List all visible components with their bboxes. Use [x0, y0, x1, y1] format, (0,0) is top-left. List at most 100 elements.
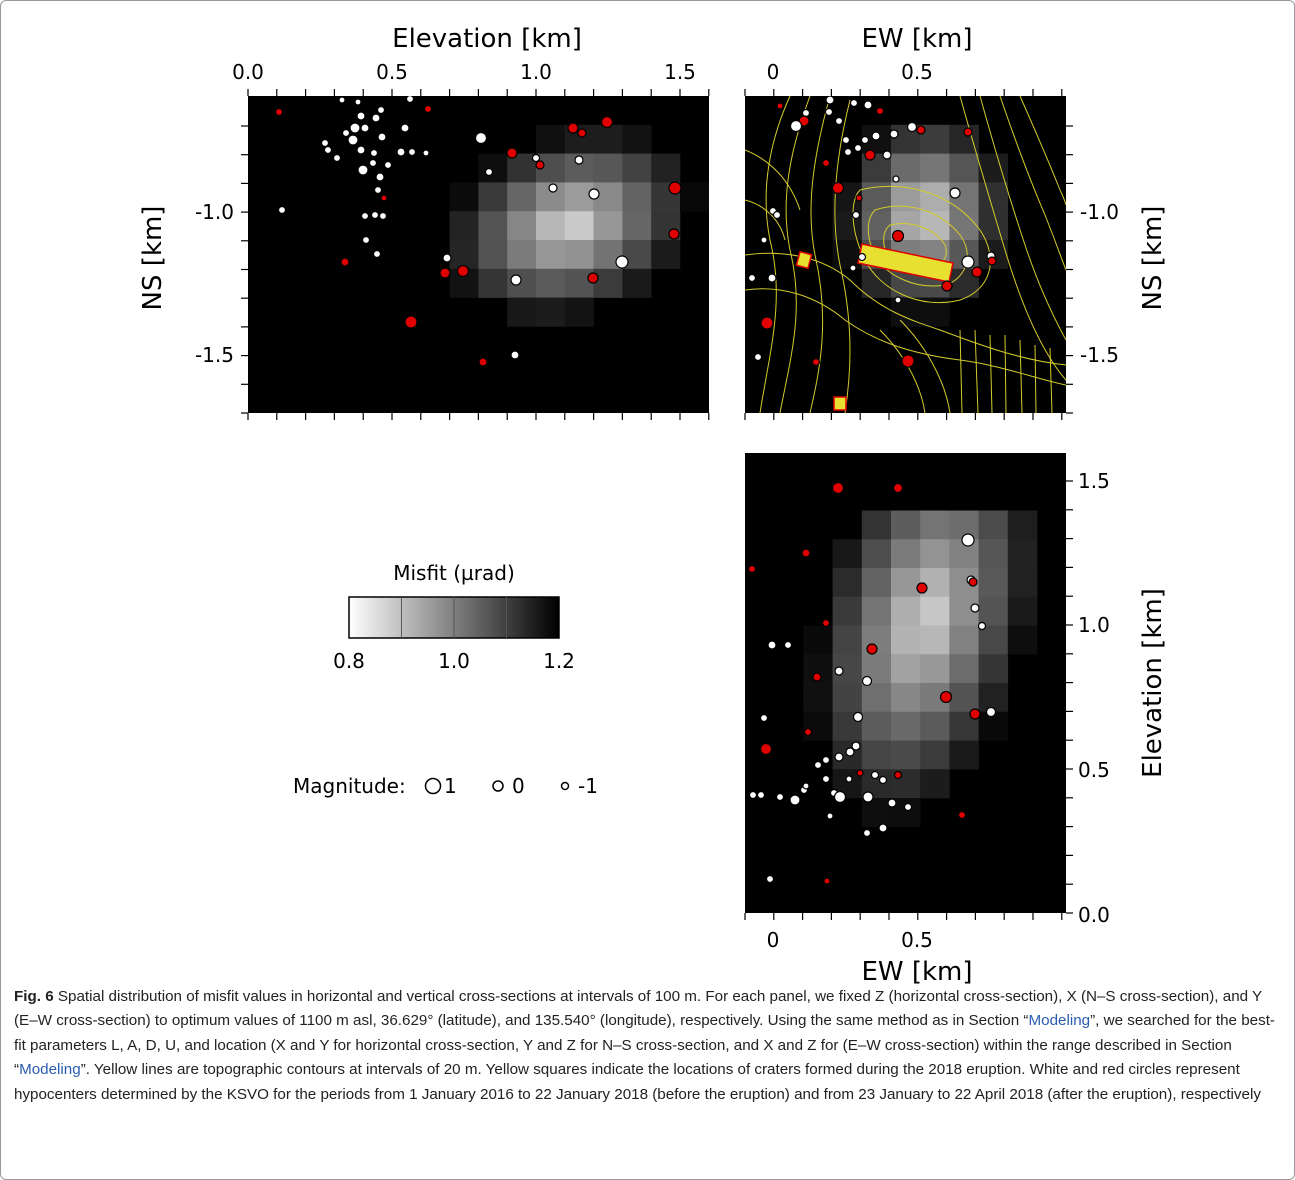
- misfit-cell: [449, 182, 479, 212]
- hypocenter-after: [893, 770, 903, 780]
- colorbar-tick-label: 0.8: [333, 649, 365, 673]
- hypocenter-before: [892, 175, 900, 183]
- misfit-cell: [1007, 625, 1038, 655]
- hypocenter-before: [357, 164, 369, 176]
- hypocenter-before: [442, 253, 452, 263]
- hypocenter-before: [894, 296, 902, 304]
- right-axis-label: Elevation [km]: [1138, 588, 1168, 778]
- misfit-cell: [507, 182, 537, 212]
- hypocenter-before: [369, 148, 379, 158]
- misfit-cell: [622, 211, 652, 241]
- hypocenter-before: [422, 149, 430, 157]
- legend-entry: -1: [578, 774, 598, 798]
- misfit-cell: [536, 240, 566, 270]
- hypocenter-after: [987, 256, 997, 266]
- bottom-tick-label: 0: [767, 928, 780, 952]
- misfit-cell: [949, 153, 979, 183]
- hypocenter-before: [903, 802, 913, 812]
- hypocenter-after: [776, 102, 784, 110]
- hypocenter-after: [823, 877, 831, 885]
- right-axis-label: NS [km]: [1138, 206, 1168, 311]
- hypocenter-before: [851, 210, 861, 220]
- misfit-cell: [478, 240, 508, 270]
- misfit-cell: [832, 568, 863, 598]
- top-axis-label: Elevation [km]: [392, 24, 582, 54]
- misfit-cell: [861, 596, 892, 626]
- hypocenter-markers: [747, 481, 997, 885]
- caption-text: ”. Yellow lines are topographic contours…: [14, 1061, 1261, 1103]
- misfit-cell: [861, 683, 892, 713]
- caption-text: ”, we searched for the best-fit paramete…: [14, 1012, 1275, 1079]
- misfit-cell: [449, 240, 479, 270]
- hypocenter-after: [600, 115, 614, 129]
- misfit-cell: [978, 625, 1009, 655]
- top-tick-label: 0.5: [901, 60, 933, 84]
- misfit-cell: [920, 211, 950, 241]
- hypocenter-before: [878, 775, 888, 785]
- hypocenter-before: [349, 122, 361, 134]
- hypocenter-after: [941, 280, 953, 292]
- hypocenter-before: [970, 603, 980, 613]
- hypocenter-after: [916, 125, 926, 135]
- misfit-cell: [978, 596, 1009, 626]
- hypocenter-before: [747, 273, 757, 283]
- hypocenter-before: [765, 874, 775, 884]
- hypocenter-before: [862, 791, 874, 803]
- hypocenter-before: [356, 145, 366, 155]
- hypocenter-before: [484, 167, 494, 177]
- misfit-cell: [891, 711, 921, 741]
- misfit-cell: [803, 625, 833, 655]
- hypocenter-before: [332, 153, 342, 163]
- top-tick-label: 1.0: [520, 60, 552, 84]
- hypocenter-after: [821, 618, 831, 628]
- hypocenter-markers: [274, 96, 682, 367]
- misfit-cell: [478, 268, 508, 298]
- hypocenter-before: [531, 153, 541, 163]
- misfit-cell: [564, 240, 594, 270]
- hypocenter-before: [843, 147, 853, 157]
- hypocenter-before: [767, 640, 777, 650]
- hypocenter-before: [889, 129, 899, 139]
- hypocenter-markers: [747, 96, 997, 368]
- hypocenter-after: [821, 158, 831, 168]
- hypocenter-after: [963, 127, 973, 137]
- hypocenter-after: [423, 104, 433, 114]
- panel-top-right: EW [km] 0 0.5 -1.0 -1.5 NS [km]: [744, 24, 1168, 420]
- hypocenter-before: [845, 747, 855, 757]
- hypocenter-before: [775, 792, 785, 802]
- tick-marks: [744, 89, 1073, 420]
- hypocenter-before: [378, 211, 388, 221]
- misfit-cell: [920, 654, 950, 684]
- right-tick-label: 0.5: [1078, 758, 1110, 782]
- misfit-cell: [1007, 596, 1038, 626]
- magnitude-legend: Magnitude: 1 0 -1: [293, 774, 598, 798]
- misfit-cell: [891, 568, 921, 598]
- hypocenter-before: [813, 760, 823, 770]
- misfit-cell: [564, 297, 594, 327]
- misfit-cell: [832, 539, 863, 569]
- colorbar-title: Misfit (µrad): [393, 561, 515, 585]
- caption-link[interactable]: Modeling: [19, 1061, 81, 1079]
- hypocenter-after: [831, 181, 845, 195]
- hypocenter-before: [906, 121, 918, 133]
- figure-6: Elevation [km] 0.0 0.5 1.0 1.5 -1.0 -1.5…: [138, 24, 1168, 985]
- hypocenter-after: [506, 147, 518, 159]
- hypocenter-before: [871, 131, 881, 141]
- hypocenter-before: [753, 352, 763, 362]
- hypocenter-after: [760, 316, 774, 330]
- hypocenter-after: [864, 149, 876, 161]
- hypocenter-before: [756, 790, 766, 800]
- topographic-contours: [745, 96, 1066, 413]
- misfit-cell: [861, 568, 892, 598]
- hypocenter-before: [878, 823, 888, 833]
- misfit-cell: [920, 740, 950, 770]
- misfit-cell: [507, 240, 537, 270]
- right-tick-label: -1.5: [1080, 343, 1119, 367]
- hypocenter-before: [834, 666, 844, 676]
- hypocenter-before: [375, 172, 385, 182]
- caption-link[interactable]: Modeling: [1028, 1012, 1091, 1030]
- misfit-cell: [920, 510, 950, 540]
- hypocenter-before: [277, 205, 287, 215]
- hypocenter-after: [747, 564, 757, 574]
- misfit-cell: [832, 683, 863, 713]
